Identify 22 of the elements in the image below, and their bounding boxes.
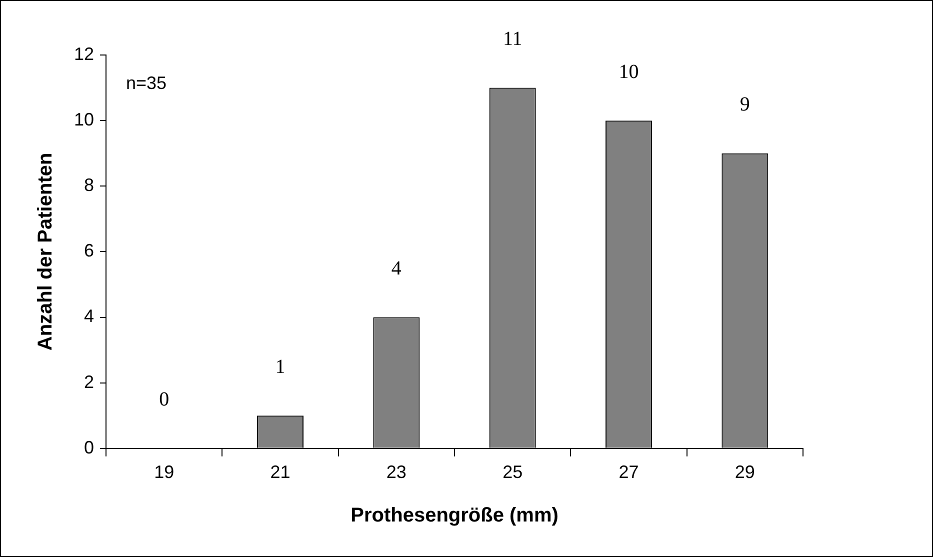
x-tick-label: 25 bbox=[502, 462, 523, 482]
data-label: 4 bbox=[391, 258, 402, 280]
data-label: 1 bbox=[275, 356, 286, 378]
data-label: 11 bbox=[502, 28, 522, 50]
y-tick-label: 12 bbox=[74, 44, 94, 64]
y-tick-label: 4 bbox=[84, 306, 94, 326]
data-label: 9 bbox=[740, 94, 750, 116]
annotation: n=35 bbox=[126, 72, 167, 93]
data-label: 10 bbox=[618, 60, 639, 83]
x-tick-label: 23 bbox=[386, 462, 406, 482]
x-tick-label: 19 bbox=[154, 462, 174, 482]
y-tick-label: 10 bbox=[74, 110, 94, 130]
x-axis-title: Prothesengröße (mm) bbox=[350, 504, 558, 527]
x-tick-label: 29 bbox=[734, 462, 755, 482]
y-axis-title: Anzahl der Patienten bbox=[34, 152, 57, 351]
x-tick-label: 21 bbox=[270, 462, 290, 482]
x-tick-label: 27 bbox=[618, 462, 639, 482]
y-tick-label: 0 bbox=[84, 437, 94, 458]
data-label: 0 bbox=[159, 388, 170, 411]
y-tick-label: 2 bbox=[84, 372, 94, 392]
y-tick-label: 8 bbox=[84, 175, 94, 196]
y-tick-label: 6 bbox=[84, 240, 94, 261]
